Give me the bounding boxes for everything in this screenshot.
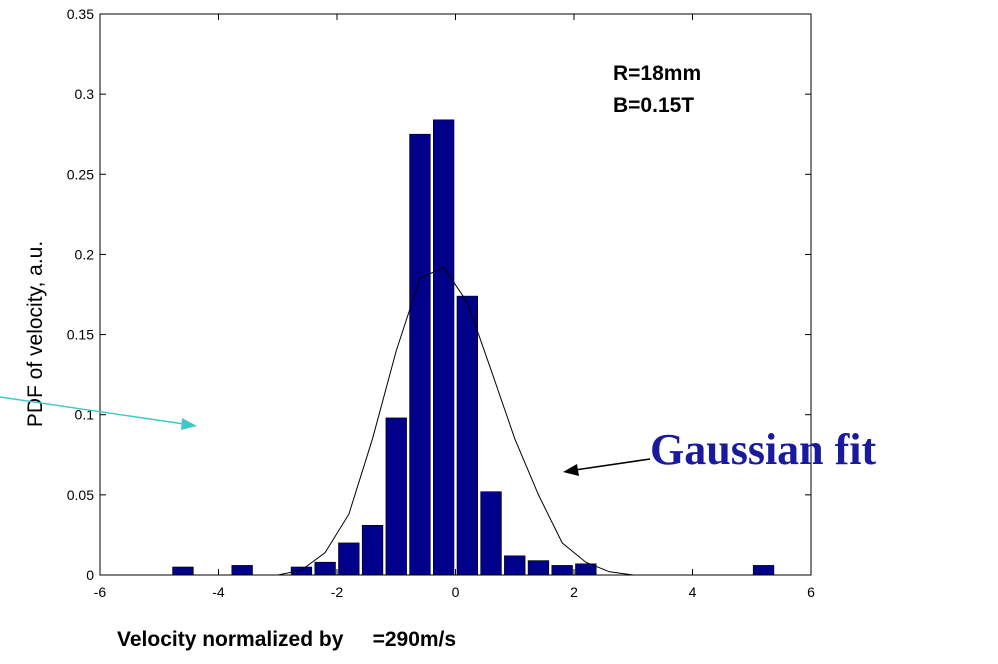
- param-radius-label: R=18mm: [613, 62, 701, 85]
- histogram-bar: [290, 566, 313, 576]
- x-tick-label: -4: [212, 584, 225, 600]
- x-tick-label: -2: [331, 584, 344, 600]
- x-tick-label: 4: [689, 584, 697, 600]
- histogram-bar: [480, 491, 502, 576]
- y-tick-label: 0: [86, 567, 94, 583]
- y-tick-label: 0.05: [67, 487, 94, 503]
- y-tick-label: 0.35: [67, 6, 94, 22]
- x-tick-label: 6: [807, 584, 815, 600]
- histogram-bar: [456, 295, 479, 576]
- histogram-bar: [385, 417, 407, 576]
- histogram-bar: [527, 560, 550, 576]
- gaussian-fit-label: Gaussian fit: [650, 425, 877, 474]
- param-field-label: B=0.15T: [613, 94, 694, 117]
- y-axis-label: PDF of velocity, a.u.: [24, 241, 47, 427]
- histogram-bar: [551, 565, 573, 576]
- y-tick-label: 0.3: [75, 86, 95, 102]
- histogram-bar: [409, 133, 431, 576]
- x-tick-label: 2: [570, 584, 578, 600]
- x-tick-label: 0: [452, 584, 460, 600]
- histogram-bar: [432, 119, 455, 576]
- histogram-bar: [504, 555, 526, 576]
- cyan-pointer-arrow: [0, 396, 197, 430]
- x-axis-label: Velocity normalized by =290m/s: [117, 628, 456, 651]
- y-tick-label: 0.15: [67, 327, 94, 343]
- histogram-bar: [314, 561, 336, 576]
- gaussian-fit-layer: [254, 266, 634, 576]
- bars-layer: [172, 119, 775, 576]
- plot-frame: [99, 13, 812, 576]
- gaussian-fit-curve: [254, 266, 634, 576]
- y-tick-label: 0.25: [67, 166, 94, 182]
- ticks-layer: -6 -4 -2 0 2 4 600.050.10.150.20.250.30.35: [67, 6, 815, 600]
- histogram-bar: [172, 566, 194, 576]
- histogram-bar: [361, 524, 384, 576]
- x-tick-label: -6: [94, 584, 107, 600]
- histogram-bar: [231, 565, 253, 576]
- y-tick-label: 0.2: [75, 246, 95, 262]
- histogram-bar: [752, 565, 775, 576]
- histogram-bar: [338, 542, 360, 576]
- gaussian-fit-arrow: [563, 458, 651, 476]
